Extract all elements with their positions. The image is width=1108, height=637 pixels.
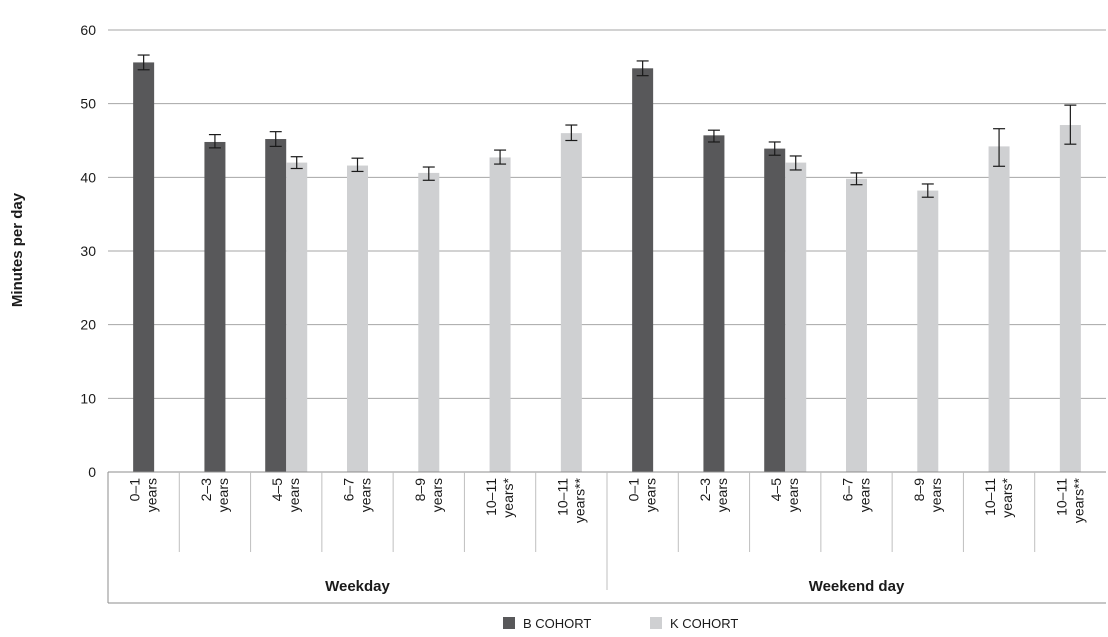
bar-k-cohort <box>560 133 582 472</box>
x-category-label-line1: 4–5 <box>269 478 285 502</box>
x-category-label-line1: 2–3 <box>198 478 214 502</box>
x-category-label-line2: years* <box>500 477 516 517</box>
x-category-label: 8–9years <box>412 478 445 512</box>
y-tick-label: 40 <box>80 169 96 185</box>
y-tick-label: 0 <box>88 464 96 480</box>
x-category-label-line1: 10–11 <box>982 478 998 516</box>
bar-b-cohort <box>265 139 287 472</box>
bar-k-cohort <box>1059 125 1081 472</box>
x-category-label-line1: 6–7 <box>840 478 856 502</box>
x-category-label-line1: 10–11 <box>554 478 570 516</box>
x-category-label: 4–5years <box>768 478 801 512</box>
bar-k-cohort <box>785 162 807 472</box>
x-category-label-line1: 0–1 <box>626 478 642 502</box>
bar-b-cohort <box>133 62 155 473</box>
x-category-label-line1: 6–7 <box>341 478 357 502</box>
bar-k-cohort <box>347 165 368 472</box>
group-label: Weekend day <box>809 578 905 595</box>
x-category-label-line2: years <box>643 478 659 512</box>
x-category-label-line1: 8–9 <box>911 478 927 502</box>
error-bars <box>137 54 1077 198</box>
x-category-label-line1: 2–3 <box>697 478 713 502</box>
x-category-label-line2: years <box>358 478 374 512</box>
y-axis-title: Minutes per day <box>9 192 26 307</box>
x-category-label-line2: years** <box>1070 477 1086 523</box>
bar-b-cohort <box>703 135 725 473</box>
y-tick-label: 50 <box>80 96 96 112</box>
bar-b-cohort <box>632 68 654 472</box>
legend-label-k: K COHORT <box>670 616 738 631</box>
bar-b-cohort <box>764 148 786 472</box>
y-tick-label: 10 <box>80 390 96 406</box>
x-category-label-line2: years <box>928 478 944 512</box>
x-category-label: 10–11years** <box>1053 477 1086 523</box>
x-category-label-line2: years <box>429 478 445 512</box>
x-category-label-line2: years <box>144 478 160 512</box>
bar-k-cohort <box>418 172 440 472</box>
bar-k-cohort <box>917 190 939 473</box>
bar-k-cohort <box>286 162 308 472</box>
x-category-label-line2: years** <box>571 477 587 523</box>
legend-swatch-k <box>650 617 662 629</box>
bar-b-cohort <box>204 141 226 472</box>
x-category-label-line2: years <box>286 478 302 512</box>
x-category-label: 0–1years <box>127 478 160 512</box>
x-category-label: 10–11years** <box>554 477 587 523</box>
bar-k-cohort <box>489 157 511 472</box>
x-category-label-line2: years <box>785 478 801 512</box>
bar-k-cohort <box>846 178 867 472</box>
x-category-label-line1: 0–1 <box>127 478 143 502</box>
x-category-label-line2: years* <box>999 477 1015 517</box>
x-category-label-line2: years <box>857 478 873 512</box>
legend: B COHORT K COHORT <box>503 616 738 631</box>
x-category-label-line1: 10–11 <box>1053 478 1069 516</box>
x-category-label: 0–1years <box>626 478 659 512</box>
x-category-label-line1: 4–5 <box>768 478 784 502</box>
group-label: Weekday <box>325 578 390 595</box>
legend-swatch-b <box>503 617 515 629</box>
x-category-label: 10–11years* <box>483 477 516 517</box>
x-category-label: 2–3years <box>697 478 730 512</box>
x-category-label: 8–9years <box>911 478 944 512</box>
y-tick-label: 30 <box>80 243 96 259</box>
bars <box>133 62 1081 473</box>
x-category-label-line2: years <box>215 478 231 512</box>
x-category-label: 6–7years <box>341 478 374 512</box>
x-category-label: 6–7years <box>840 478 873 512</box>
y-tick-label: 60 <box>80 22 96 38</box>
y-tick-label: 20 <box>80 317 96 333</box>
x-category-label: 10–11years* <box>982 477 1015 517</box>
x-category-label-line1: 10–11 <box>483 478 499 516</box>
axes <box>107 471 1106 604</box>
gridlines <box>108 29 1106 399</box>
x-category-label: 4–5years <box>269 478 302 512</box>
legend-label-b: B COHORT <box>523 616 591 631</box>
x-category-label-line1: 8–9 <box>412 478 428 502</box>
x-category-label-line2: years <box>714 478 730 512</box>
bar-k-cohort <box>988 146 1010 473</box>
x-category-label: 2–3years <box>198 478 231 512</box>
